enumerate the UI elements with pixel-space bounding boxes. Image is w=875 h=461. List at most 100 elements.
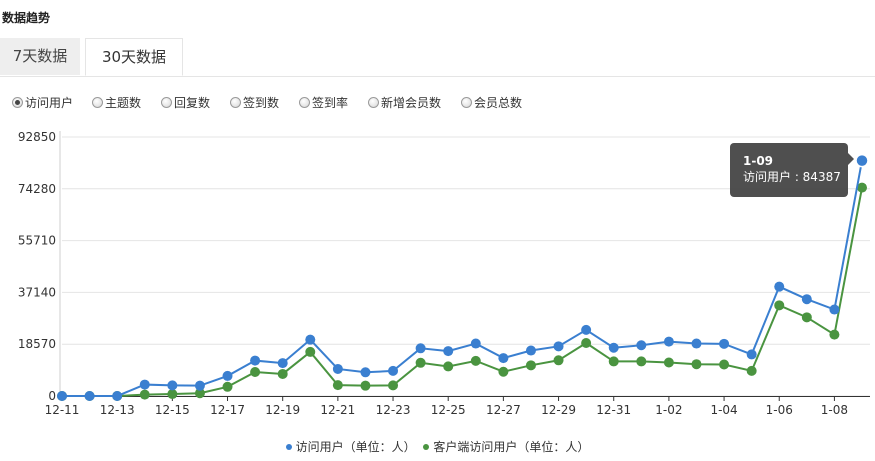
data-point (663, 357, 674, 368)
chart-tooltip: 1-09 访问用户 : 84387 (730, 143, 854, 197)
legend-label: 客户端访问用户（单位：人） (433, 440, 590, 454)
y-tick-label: 18570 (18, 337, 56, 351)
data-point (443, 361, 454, 372)
x-tick-label: 12-11 (45, 403, 80, 417)
radio-button-icon[interactable] (92, 97, 103, 108)
data-point (608, 356, 619, 367)
legend-item-visitors[interactable]: 访问用户（单位：人） (285, 438, 416, 455)
legend-label: 访问用户（单位：人） (295, 440, 416, 454)
x-tick-label: 1-02 (655, 403, 682, 417)
radio-replies[interactable]: 回复数 (161, 94, 210, 111)
data-point (139, 389, 150, 400)
x-tick-label: 12-15 (155, 403, 190, 417)
data-point (360, 367, 371, 378)
data-point (112, 391, 123, 401)
x-tick-label: 1-08 (821, 403, 848, 417)
radio-button-icon[interactable] (161, 97, 172, 108)
legend-item-client-visitors[interactable]: 客户端访问用户（单位：人） (423, 438, 589, 455)
x-tick-label: 12-13 (100, 403, 135, 417)
data-point (857, 182, 867, 193)
tooltip-value: 访问用户 : 84387 (743, 170, 841, 184)
radio-label: 会员总数 (474, 96, 523, 110)
y-tick-label: 55710 (18, 234, 56, 248)
y-tick-label: 37140 (18, 285, 56, 299)
radio-button-icon[interactable] (12, 97, 23, 108)
data-point (57, 391, 67, 401)
radio-label: 回复数 (174, 96, 211, 110)
x-tick-label: 12-23 (376, 403, 411, 417)
data-point (636, 356, 647, 367)
data-point (719, 338, 730, 349)
radio-visitors[interactable]: 访问用户 (12, 94, 73, 111)
x-tick-label: 12-31 (596, 403, 631, 417)
chart-legend: 访问用户（单位：人） 客户端访问用户（单位：人） (0, 438, 875, 455)
data-point (415, 357, 426, 368)
radio-label: 签到率 (312, 96, 349, 110)
data-point (167, 389, 178, 400)
data-point (829, 304, 840, 315)
data-point (332, 363, 343, 374)
data-point (194, 388, 205, 399)
data-point (194, 380, 205, 391)
radio-signins[interactable]: 签到数 (230, 94, 279, 111)
data-point (388, 380, 399, 391)
data-point (829, 329, 840, 340)
legend-dot-icon (285, 443, 292, 450)
data-point (470, 338, 481, 349)
data-point (305, 346, 316, 357)
x-tick-label: 12-27 (486, 403, 521, 417)
data-point (525, 345, 536, 356)
data-point (250, 355, 261, 366)
radio-button-icon[interactable] (368, 97, 379, 108)
data-point (222, 370, 233, 381)
x-tick-label: 12-25 (431, 403, 466, 417)
tab-30-days[interactable]: 30天数据 (85, 38, 183, 76)
x-tick-label: 12-29 (541, 403, 576, 417)
data-point (553, 355, 564, 366)
data-point (663, 336, 674, 347)
y-tick-label: 92850 (18, 130, 56, 144)
radio-label: 签到数 (243, 96, 280, 110)
data-point (443, 346, 454, 357)
data-point (774, 300, 785, 311)
radio-button-icon[interactable] (230, 97, 241, 108)
radio-button-icon[interactable] (461, 97, 472, 108)
data-point (498, 366, 509, 377)
data-point (498, 353, 509, 364)
radio-signin-rate[interactable]: 签到率 (299, 94, 348, 111)
data-point (277, 368, 288, 379)
x-tick-label: 1-04 (710, 403, 737, 417)
data-point (415, 343, 426, 354)
data-point (774, 281, 785, 292)
radio-total-members[interactable]: 会员总数 (461, 94, 522, 111)
radio-topics[interactable]: 主题数 (92, 94, 141, 111)
radio-new-members[interactable]: 新增会员数 (368, 94, 441, 111)
data-point (801, 294, 812, 305)
data-point (84, 391, 95, 401)
tab-bar: 7天数据 30天数据 (0, 38, 875, 77)
tab-7-days[interactable]: 7天数据 (0, 38, 80, 75)
data-point (305, 334, 316, 345)
data-point (525, 360, 536, 371)
y-tick-label: 0 (48, 389, 56, 403)
y-tick-label: 74280 (18, 182, 56, 196)
data-point (332, 380, 343, 391)
data-point (855, 153, 869, 168)
data-point (691, 338, 702, 349)
data-point (581, 324, 592, 335)
data-point (581, 338, 592, 349)
data-point (691, 359, 702, 370)
x-tick-label: 1-06 (766, 403, 793, 417)
data-point (801, 312, 812, 323)
data-point (222, 381, 233, 392)
data-point (388, 365, 399, 376)
radio-label: 访问用户 (25, 96, 74, 110)
radio-button-icon[interactable] (299, 97, 310, 108)
data-point (277, 358, 288, 369)
panel-title: 数据趋势 (2, 11, 51, 25)
x-tick-label: 12-19 (265, 403, 300, 417)
data-point (250, 367, 261, 378)
radio-label: 主题数 (105, 96, 142, 110)
data-point (360, 380, 371, 391)
x-tick-label: 12-21 (320, 403, 355, 417)
